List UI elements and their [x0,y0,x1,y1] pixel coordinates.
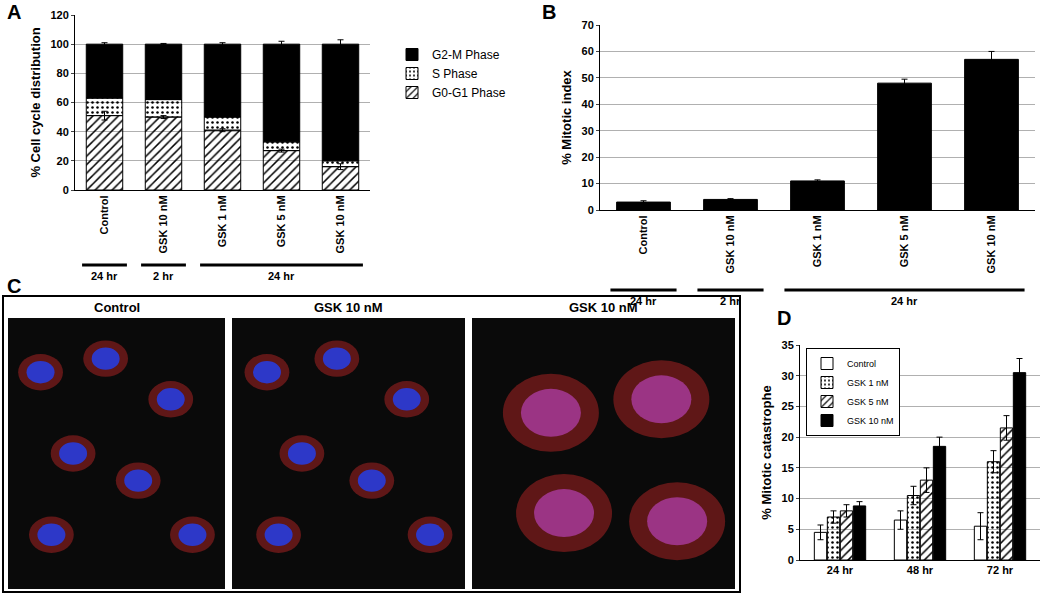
svg-text:0: 0 [788,554,794,566]
svg-text:30: 30 [582,125,594,137]
svg-text:10: 10 [582,177,594,189]
svg-text:C: C [7,275,21,297]
svg-text:60: 60 [582,45,594,57]
svg-text:20: 20 [57,155,69,167]
svg-text:60: 60 [57,96,69,108]
svg-text:30: 30 [782,370,794,382]
svg-text:15: 15 [782,462,794,474]
svg-text:100: 100 [50,38,68,50]
svg-text:B: B [542,1,556,23]
svg-text:24 hr: 24 hr [630,295,657,307]
svg-text:48 hr: 48 hr [907,564,934,576]
svg-text:G2-M Phase: G2-M Phase [432,48,500,62]
svg-text:24 hr: 24 hr [827,564,854,576]
svg-text:5: 5 [788,523,794,535]
svg-text:24 hr: 24 hr [268,270,295,282]
svg-text:40: 40 [57,126,69,138]
svg-text:35: 35 [782,339,794,351]
svg-text:% Mitotic index: % Mitotic index [559,69,574,164]
svg-text:80: 80 [57,67,69,79]
svg-text:2 hr: 2 hr [720,295,741,307]
svg-text:% Cell cycle distribution: % Cell cycle distribution [28,27,43,177]
svg-text:0: 0 [588,204,594,216]
svg-text:GSK 10 nM: GSK 10 nM [314,300,383,315]
svg-text:GSK 1 nM: GSK 1 nM [216,195,228,247]
svg-text:2 hr: 2 hr [153,270,174,282]
svg-text:120: 120 [50,9,68,21]
svg-text:A: A [7,1,21,23]
svg-text:GSK 5 nM: GSK 5 nM [275,195,287,247]
svg-text:Control: Control [94,300,140,315]
svg-text:0: 0 [63,184,69,196]
svg-text:20: 20 [582,151,594,163]
svg-text:70: 70 [582,19,594,31]
svg-text:GSK 10 nM: GSK 10 nM [157,195,169,253]
svg-text:Control: Control [637,215,649,254]
svg-text:50: 50 [582,72,594,84]
svg-text:GSK 5 nM: GSK 5 nM [847,397,889,407]
svg-text:GSK 10 nM: GSK 10 nM [847,416,894,426]
svg-text:GSK 1 nM: GSK 1 nM [847,378,889,388]
svg-text:Control: Control [847,359,876,369]
svg-text:S Phase: S Phase [432,67,478,81]
svg-text:D: D [777,307,791,329]
svg-text:Control: Control [98,195,110,234]
svg-text:GSK 10 nM: GSK 10 nM [985,215,997,273]
svg-text:GSK 1 nM: GSK 1 nM [811,215,823,267]
svg-text:10: 10 [782,492,794,504]
svg-text:72 hr: 72 hr [987,564,1014,576]
svg-text:GSK 5 nM: GSK 5 nM [898,215,910,267]
svg-text:% Mitotic catastrophe: % Mitotic catastrophe [759,385,774,519]
svg-text:GSK 10 nM: GSK 10 nM [334,195,346,253]
svg-text:24 hr: 24 hr [891,295,918,307]
svg-text:20: 20 [782,431,794,443]
svg-text:24 hr: 24 hr [91,270,118,282]
svg-text:25: 25 [782,400,794,412]
svg-text:G0-G1 Phase: G0-G1 Phase [432,86,506,100]
svg-text:GSK 10 nM: GSK 10 nM [724,215,736,273]
svg-text:40: 40 [582,98,594,110]
svg-text:GSK 10 nM: GSK 10 nM [569,300,638,315]
